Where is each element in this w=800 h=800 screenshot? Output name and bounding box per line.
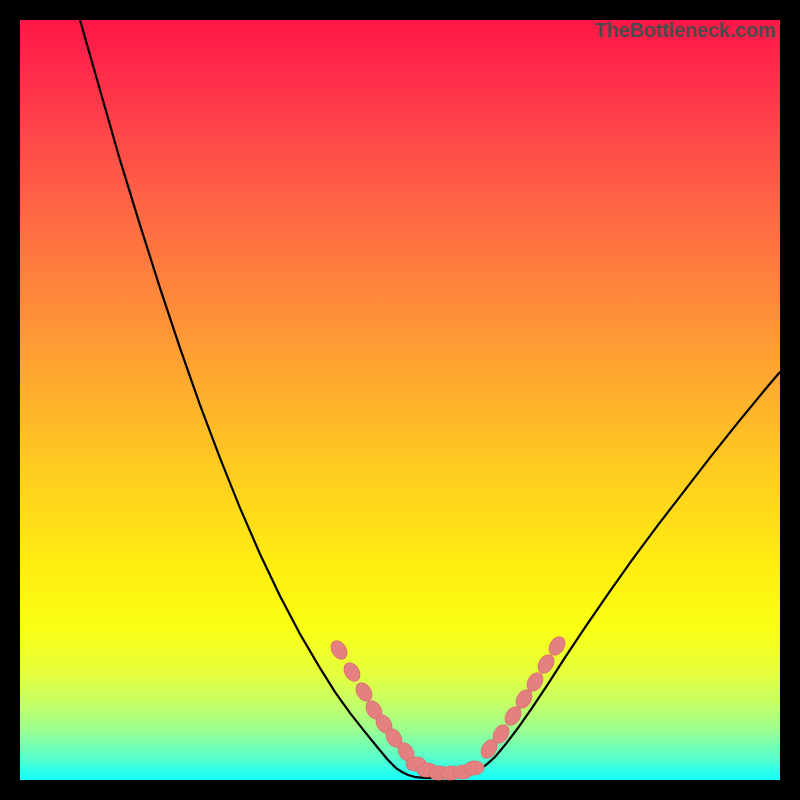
plot-area: TheBottleneck.com — [20, 20, 780, 780]
left-curve — [80, 20, 425, 778]
curve-layer — [20, 20, 780, 780]
marker-point — [463, 760, 484, 776]
right-curve — [425, 372, 780, 778]
marker-point — [328, 638, 350, 662]
marker-point — [341, 660, 363, 684]
